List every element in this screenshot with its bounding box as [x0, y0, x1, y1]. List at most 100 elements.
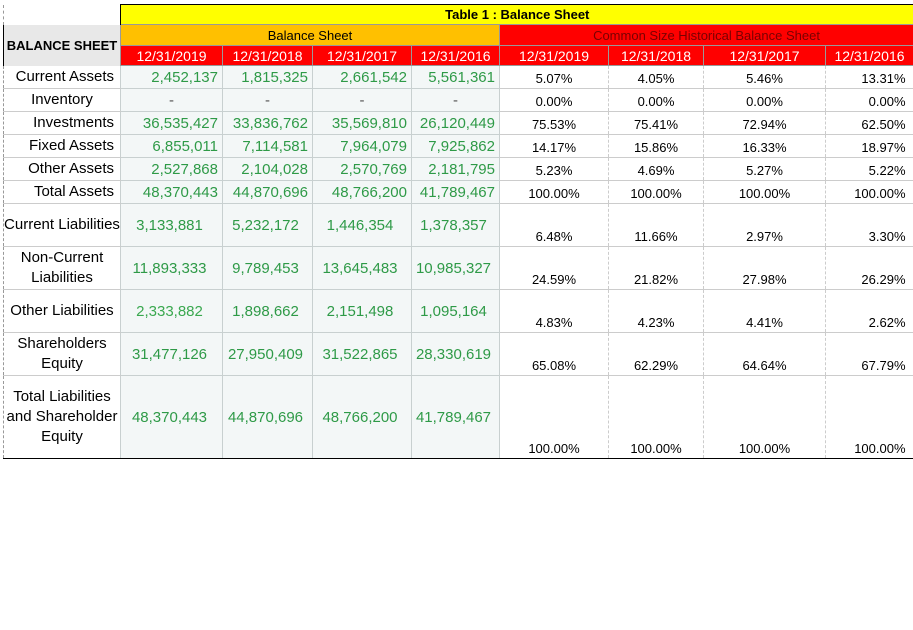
value-cell[interactable]: 1,446,354 — [312, 203, 412, 247]
value-cell[interactable]: 33,836,762 — [222, 111, 313, 135]
row-label[interactable]: Total Liabilities and Shareholder Equity — [3, 375, 121, 459]
value-cell[interactable]: 44,870,696 — [222, 375, 313, 459]
value-cell[interactable]: 3,133,881 — [120, 203, 223, 247]
cs-date-2019[interactable]: 12/31/2019 — [499, 45, 609, 66]
value-cell[interactable]: 13,645,483 — [312, 246, 412, 290]
cs-date-2016[interactable]: 12/31/2016 — [824, 45, 913, 66]
value-cell[interactable]: 5,232,172 — [222, 203, 313, 247]
value-cell[interactable]: 48,370,443 — [120, 180, 223, 204]
pct-cell[interactable]: 100.00% — [703, 375, 826, 459]
row-label[interactable]: Other Assets — [3, 157, 121, 181]
row-label[interactable]: Inventory — [3, 88, 121, 112]
pct-cell[interactable]: 75.41% — [608, 111, 704, 135]
pct-cell[interactable]: 72.94% — [703, 111, 826, 135]
row-label[interactable]: Other Liabilities — [3, 289, 121, 333]
pct-cell[interactable]: 5.46% — [703, 65, 826, 89]
pct-cell[interactable]: 67.79% — [824, 332, 913, 376]
value-cell[interactable]: 2,661,542 — [312, 65, 412, 89]
pct-cell[interactable]: 14.17% — [499, 134, 609, 158]
row-label[interactable]: Current Assets — [3, 65, 121, 89]
value-cell[interactable]: 11,893,333 — [120, 246, 223, 290]
common-size-group-header[interactable]: Common Size Historical Balance Sheet — [498, 24, 913, 46]
pct-cell[interactable]: 11.66% — [608, 203, 704, 247]
pct-cell[interactable]: 100.00% — [499, 180, 609, 204]
pct-cell[interactable]: 100.00% — [824, 180, 913, 204]
pct-cell[interactable]: 5.22% — [824, 157, 913, 181]
pct-cell[interactable]: 27.98% — [703, 246, 826, 290]
pct-cell[interactable]: 5.27% — [703, 157, 826, 181]
pct-cell[interactable]: 100.00% — [608, 375, 704, 459]
pct-cell[interactable]: 4.05% — [608, 65, 704, 89]
pct-cell[interactable]: 4.69% — [608, 157, 704, 181]
pct-cell[interactable]: 2.62% — [824, 289, 913, 333]
value-cell[interactable]: 2,181,795 — [411, 157, 500, 181]
pct-cell[interactable]: 4.41% — [703, 289, 826, 333]
pct-cell[interactable]: 64.64% — [703, 332, 826, 376]
pct-cell[interactable]: 5.07% — [499, 65, 609, 89]
row-label[interactable]: Investments — [3, 111, 121, 135]
pct-cell[interactable]: 0.00% — [499, 88, 609, 112]
value-cell[interactable]: 1,378,357 — [411, 203, 500, 247]
bs-date-2016[interactable]: 12/31/2016 — [411, 45, 500, 66]
value-cell[interactable]: 1,095,164 — [411, 289, 500, 333]
value-cell[interactable]: 2,333,882 — [120, 289, 223, 333]
value-cell[interactable]: 7,925,862 — [411, 134, 500, 158]
value-cell[interactable]: 2,452,137 — [120, 65, 223, 89]
row-label[interactable]: Total Assets — [3, 180, 121, 204]
value-cell[interactable]: 10,985,327 — [411, 246, 500, 290]
value-cell[interactable]: 36,535,427 — [120, 111, 223, 135]
pct-cell[interactable]: 4.23% — [608, 289, 704, 333]
value-cell[interactable]: 48,766,200 — [312, 180, 412, 204]
value-cell[interactable]: 28,330,619 — [411, 332, 500, 376]
value-cell[interactable]: 9,789,453 — [222, 246, 313, 290]
value-cell[interactable]: 48,370,443 — [120, 375, 223, 459]
corner-label[interactable]: BALANCE SHEET — [3, 24, 121, 66]
value-cell[interactable]: - — [312, 88, 412, 112]
bs-date-2018[interactable]: 12/31/2018 — [222, 45, 313, 66]
pct-cell[interactable]: 4.83% — [499, 289, 609, 333]
row-label[interactable]: Non-Current Liabilities — [3, 246, 121, 290]
pct-cell[interactable]: 100.00% — [499, 375, 609, 459]
bs-date-2019[interactable]: 12/31/2019 — [120, 45, 223, 66]
pct-cell[interactable]: 24.59% — [499, 246, 609, 290]
value-cell[interactable]: 1,898,662 — [222, 289, 313, 333]
pct-cell[interactable]: 6.48% — [499, 203, 609, 247]
pct-cell[interactable]: 2.97% — [703, 203, 826, 247]
value-cell[interactable]: 6,855,011 — [120, 134, 223, 158]
pct-cell[interactable]: 100.00% — [608, 180, 704, 204]
pct-cell[interactable]: 62.29% — [608, 332, 704, 376]
table-title[interactable]: Table 1 : Balance Sheet — [120, 4, 913, 25]
value-cell[interactable]: 35,569,810 — [312, 111, 412, 135]
value-cell[interactable]: - — [120, 88, 223, 112]
bs-date-2017[interactable]: 12/31/2017 — [312, 45, 412, 66]
cs-date-2017[interactable]: 12/31/2017 — [703, 45, 826, 66]
value-cell[interactable]: - — [222, 88, 313, 112]
value-cell[interactable]: 27,950,409 — [222, 332, 313, 376]
value-cell[interactable]: 2,570,769 — [312, 157, 412, 181]
value-cell[interactable]: 7,964,079 — [312, 134, 412, 158]
value-cell[interactable]: 1,815,325 — [222, 65, 313, 89]
pct-cell[interactable]: 18.97% — [824, 134, 913, 158]
row-label[interactable]: Fixed Assets — [3, 134, 121, 158]
pct-cell[interactable]: 5.23% — [499, 157, 609, 181]
pct-cell[interactable]: 65.08% — [499, 332, 609, 376]
value-cell[interactable]: 5,561,361 — [411, 65, 500, 89]
pct-cell[interactable]: 100.00% — [824, 375, 913, 459]
pct-cell[interactable]: 21.82% — [608, 246, 704, 290]
pct-cell[interactable]: 16.33% — [703, 134, 826, 158]
value-cell[interactable]: 44,870,696 — [222, 180, 313, 204]
pct-cell[interactable]: 100.00% — [703, 180, 826, 204]
pct-cell[interactable]: 0.00% — [703, 88, 826, 112]
row-label[interactable]: Shareholders Equity — [3, 332, 121, 376]
balance-sheet-group-header[interactable]: Balance Sheet — [120, 24, 500, 46]
pct-cell[interactable]: 0.00% — [824, 88, 913, 112]
value-cell[interactable]: - — [411, 88, 500, 112]
value-cell[interactable]: 31,477,126 — [120, 332, 223, 376]
value-cell[interactable]: 7,114,581 — [222, 134, 313, 158]
value-cell[interactable]: 41,789,467 — [411, 375, 500, 459]
pct-cell[interactable]: 3.30% — [824, 203, 913, 247]
value-cell[interactable]: 41,789,467 — [411, 180, 500, 204]
value-cell[interactable]: 31,522,865 — [312, 332, 412, 376]
pct-cell[interactable]: 62.50% — [824, 111, 913, 135]
value-cell[interactable]: 2,527,868 — [120, 157, 223, 181]
